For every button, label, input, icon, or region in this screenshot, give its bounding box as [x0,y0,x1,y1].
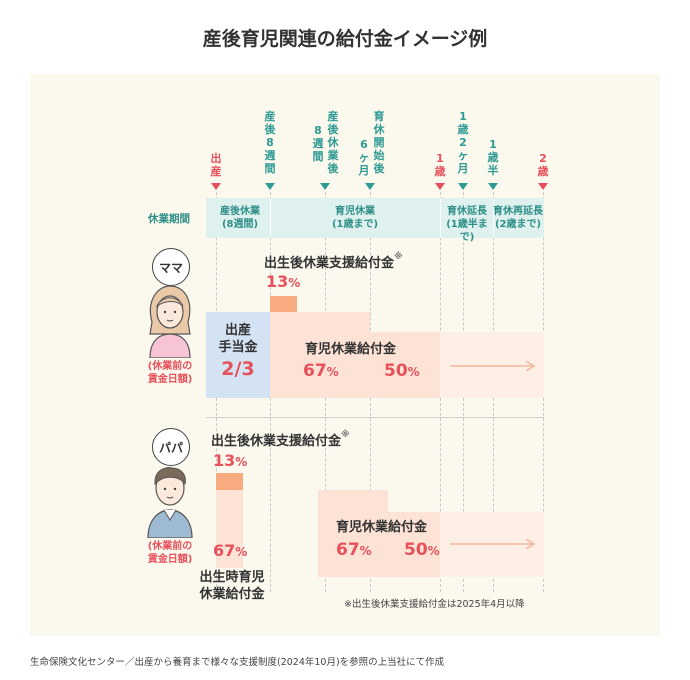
marker-triangle-leave-8w [320,183,330,190]
period-separator [440,198,441,238]
period-maternity-name: 産後休業 [220,206,260,217]
papa-support-mark: ※ [341,430,350,440]
marker-triangle-6m [365,183,375,190]
section-divider [206,417,544,418]
papa-childcare-bar-67 [318,490,388,577]
marker-leave-8w-b: 産後休業後 [327,110,339,175]
marker-triangle-age1 [435,183,445,190]
papa-extension-arrow-icon [450,538,536,550]
mama-childbirth-label-line2: 手当金 [218,340,258,355]
mama-childbirth-label: 出産 手当金 [206,322,270,356]
mama-pct-67: 67% [303,361,339,381]
mama-childbirth-label-line1: 出産 [224,323,251,338]
papa-wage-note-line1: (休業前の [147,541,193,552]
papa-label: パパ [158,440,183,455]
papa-pct-67-value: 67 [336,540,360,560]
period-childcare: 育児休業 (1歳まで) [320,205,390,231]
mama-support-mark: ※ [394,252,403,262]
papa-childcare-label: 育児休業給付金 [336,520,428,535]
papa-speech-bubble: パパ [152,428,190,466]
mama-label: ママ [158,260,183,275]
mama-support-pct-value: 13 [266,272,289,291]
mama-extension-arrow-icon [450,360,536,372]
mama-support-pct: 13% [266,272,300,291]
marker-birth: 出産 [210,152,222,178]
papa-birth-leave-pct-value: 67 [213,541,236,560]
papa-support-pct: 13% [213,451,247,470]
period-ext1-name: 育休延長 [447,206,487,217]
mama-speech-bubble: ママ [152,248,190,286]
period-childcare-name: 育児休業 [335,206,375,217]
mama-support-title-text: 出生後休業支援給付金 [264,256,395,271]
mama-wage-note-line2: 賃金日額) [147,374,193,385]
mama-pct-50-value: 50 [384,361,408,381]
papa-childcare-bar-50 [388,512,440,577]
papa-pct-67: 67% [336,540,372,560]
papa-birth-leave-label-line1: 出生時育児 [199,570,265,585]
papa-birth-leave-pct: 67% [213,541,247,560]
period-ext2-name: 育休再延長 [493,206,543,217]
period-separator [270,198,271,238]
marker-triangle-age1-2m [458,183,468,190]
period-ext1-span: (1歳半まで) [446,219,488,243]
source-credit: 生命保険文化センター／出産から養育まで様々な支援制度(2024年10月)を参照の… [30,657,445,668]
mama-pct-67-value: 67 [303,361,327,381]
mama-support-bar [270,296,297,312]
mama-pct-50: 50% [384,361,420,381]
mama-wage-note-line1: (休業前の [147,361,193,372]
papa-wage-note: (休業前の 賃金日額) [135,540,205,566]
papa-support-pct-value: 13 [213,451,236,470]
papa-pct-50-unit: % [427,544,440,558]
papa-pct-67-unit: % [359,544,372,558]
period-band [206,198,544,238]
papa-birth-leave-pct-unit: % [235,545,248,559]
marker-triangle-8w [265,183,275,190]
period-extension2: 育休再延長 (2歳まで) [490,205,546,231]
mama-childbirth-value: 2/3 [221,358,255,380]
period-ext2-span: (2歳まで) [494,219,542,230]
mama-pct-67-unit: % [326,365,339,379]
papa-support-bar [216,473,243,490]
mama-childcare-bar-50 [370,332,440,398]
period-extension1: 育休延長 (1歳半まで) [439,205,495,244]
period-childcare-span: (1歳まで) [331,219,379,230]
papa-pct-50: 50% [404,540,440,560]
papa-avatar [147,467,193,538]
footnote: ※出生後休業支援給付金は2025年4月以降 [344,599,525,610]
marker-triangle-age1-half [488,183,498,190]
mama-avatar [149,285,191,358]
papa-support-title-text: 出生後休業支援給付金 [211,434,342,449]
period-title: 休業期間 [148,213,190,225]
papa-pct-50-value: 50 [404,540,428,560]
mama-support-pct-unit: % [288,276,301,290]
papa-birth-leave-label-line2: 休業給付金 [199,587,265,602]
papa-support-title: 出生後休業支援給付金※ [211,430,350,449]
mama-childbirth-bar [206,312,270,398]
papa-birth-leave-bar [216,490,243,568]
marker-triangle-birth [211,183,221,190]
papa-birth-leave-label: 出生時育児 休業給付金 [192,569,272,603]
mama-childcare-label: 育児休業給付金 [305,342,397,357]
page-title: 産後育児関連の給付金イメージ例 [202,28,488,50]
period-separator [493,198,494,238]
papa-wage-note-line2: 賃金日額) [147,554,193,565]
period-maternity: 産後休業 (8週間) [212,205,268,231]
mama-support-title: 出生後休業支援給付金※ [264,252,403,271]
papa-support-pct-unit: % [235,455,248,469]
period-maternity-span: (8週間) [221,219,259,230]
marker-triangle-age2 [538,183,548,190]
marker-6m-b: 育休開始後 [373,110,385,175]
mama-pct-50-unit: % [407,365,420,379]
mama-wage-note: (休業前の 賃金日額) [135,360,205,386]
mama-childcare-bar-67 [270,312,370,398]
mama-extension-bar [440,332,544,398]
